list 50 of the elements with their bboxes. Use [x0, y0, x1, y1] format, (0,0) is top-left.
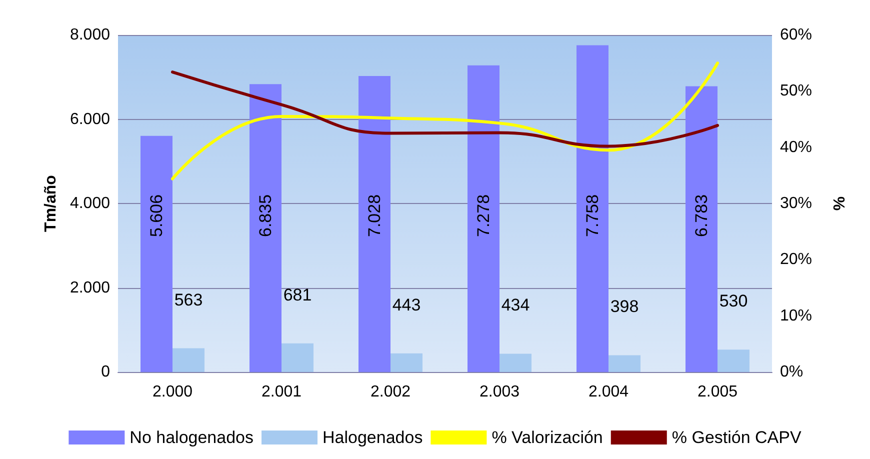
y2-tick-label: 10% [780, 307, 812, 324]
y-tick-label: 2.000 [70, 279, 110, 296]
bar [500, 354, 532, 372]
x-tick-label: 2.005 [697, 384, 738, 400]
y2-tick-label: 0% [780, 364, 804, 380]
legend-label: % Valorización [492, 428, 603, 447]
legend-label: % Gestión CAPV [672, 428, 802, 447]
legend-label: No halogenados [130, 428, 254, 447]
data-label: 681 [283, 285, 312, 304]
data-label: 443 [392, 295, 421, 314]
data-label: 398 [610, 297, 639, 316]
bar [358, 76, 390, 372]
y2-tick-label: 50% [780, 82, 812, 100]
data-label: 7.278 [474, 194, 493, 237]
y2-tick-label: 60% [780, 26, 812, 44]
data-label: 6.835 [256, 194, 275, 237]
y2-axis-title: % [832, 196, 848, 211]
bar [576, 45, 608, 372]
bar [390, 353, 422, 372]
y-tick-label: 8.000 [70, 26, 110, 44]
line-series [171, 70, 719, 148]
bar [250, 84, 282, 372]
bar [608, 355, 640, 372]
legend-label: Halogenados [322, 428, 423, 447]
bar [140, 136, 172, 372]
data-label: 6.783 [692, 194, 711, 237]
data-label: 7.028 [365, 194, 384, 237]
y-tick-label: 6.000 [70, 110, 110, 128]
y2-tick-label: 40% [780, 138, 812, 156]
data-label: 7.758 [583, 194, 602, 237]
y2-tick-label: 20% [780, 251, 812, 268]
bar [282, 343, 314, 372]
y-tick-label: 0 [101, 364, 110, 380]
data-label: 5.606 [147, 194, 166, 237]
data-label: 434 [501, 296, 530, 315]
y-tick-label: 4.000 [70, 195, 110, 212]
bar [686, 86, 718, 372]
x-tick-label: 2.002 [370, 384, 411, 400]
y2-tick-label: 30% [780, 195, 812, 212]
data-label: 530 [719, 292, 748, 311]
line-series [171, 62, 719, 180]
x-tick-label: 2.001 [261, 384, 302, 400]
x-tick-label: 2.003 [479, 384, 520, 400]
x-tick-label: 2.000 [152, 384, 193, 400]
y-axis-title: Tm/año [42, 174, 60, 232]
bar [468, 65, 500, 372]
bar [172, 348, 204, 372]
x-tick-label: 2.004 [588, 384, 629, 400]
bar [718, 350, 750, 372]
data-label: 563 [174, 290, 203, 310]
